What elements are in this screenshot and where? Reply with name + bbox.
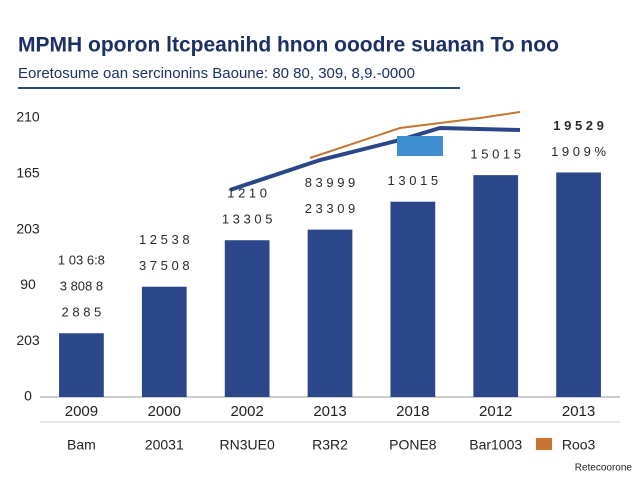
- bottom-label: RN3UE0: [220, 437, 275, 453]
- chart-title: MPMH oporon ltcpeanihd hnon ooodre suana…: [18, 34, 559, 57]
- data-annotation: 1 2 5 3 8: [139, 232, 190, 247]
- bottom-label: PONE8: [389, 437, 437, 453]
- bar: [307, 229, 353, 397]
- x-tick-label: 2018: [396, 403, 429, 420]
- data-annotation: 1 9 0 9 %: [551, 144, 606, 159]
- data-annotation: 8 3 9 9 9: [305, 175, 356, 190]
- x-tick-label: 2009: [65, 403, 98, 420]
- bar: [141, 286, 187, 397]
- bottom-label: Bam: [67, 437, 96, 453]
- data-annotation: 1 3 3 0 5: [222, 212, 273, 227]
- bar: [390, 201, 436, 397]
- deco-box: [397, 136, 443, 156]
- x-tick-label: 2012: [479, 403, 512, 420]
- chart-subtitle: Eoretosume oan sercinonins Baoune: 80 80…: [18, 65, 415, 82]
- y-axis-label: 210: [16, 109, 40, 125]
- bar: [224, 240, 270, 397]
- x-tick-label: 2013: [562, 403, 595, 420]
- data-annotation: 2 3 3 0 9: [305, 201, 356, 216]
- y-axis-label: 203: [16, 332, 40, 348]
- bar: [556, 172, 601, 397]
- footer: Retecoorone: [575, 463, 633, 474]
- data-annotation: 1 5 0 1 5: [470, 147, 521, 162]
- y-axis-label: 0: [24, 388, 32, 404]
- y-axis-label: 90: [20, 276, 36, 292]
- bottom-label: Roo3: [562, 437, 596, 453]
- trend-line: [309, 111, 521, 159]
- data-annotation: 3 808 8: [60, 279, 103, 294]
- data-annotation: 1 3 0 1 5: [388, 173, 439, 188]
- data-annotation: 1 2 1 0: [227, 186, 267, 201]
- y-axis-label: 165: [16, 165, 40, 181]
- data-annotation: 1 9 5 2 9: [553, 118, 604, 133]
- x-tick-label: 2002: [230, 403, 263, 420]
- bottom-label: R3R2: [312, 437, 348, 453]
- data-annotation: 3 7 5 0 8: [139, 258, 190, 273]
- legend-icon: [536, 438, 552, 450]
- data-annotation: 2 8 8 5: [62, 305, 102, 320]
- x-tick-label: 2013: [313, 403, 346, 420]
- data-annotation: 1 03 6:8: [58, 253, 105, 268]
- bottom-label: Bar1003: [469, 437, 522, 453]
- x-tick-label: 2000: [148, 403, 181, 420]
- bar: [59, 333, 104, 397]
- bar: [473, 175, 519, 397]
- y-axis-label: 203: [16, 220, 40, 236]
- bottom-label: 20031: [145, 437, 184, 453]
